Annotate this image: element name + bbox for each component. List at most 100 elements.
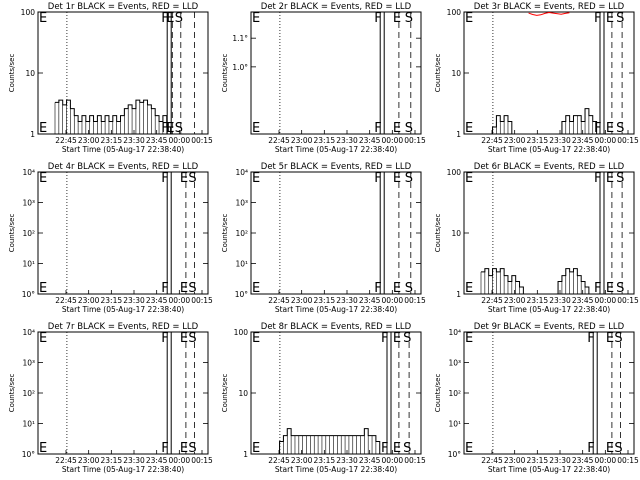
x-tick-label: 00:15 [617, 456, 639, 465]
x-tick-label: 00:15 [191, 456, 213, 465]
x-tick-label: 23:00 [78, 456, 100, 465]
y-tick-label: 100 [234, 328, 249, 337]
x-tick-label: 00:00 [382, 456, 404, 465]
x-axis-label: Start Time (05-Aug-17 22:38:40) [488, 305, 610, 314]
events-series [268, 428, 384, 455]
events-series [481, 268, 597, 295]
y-tick-label: 1 [30, 130, 35, 139]
y-tick-label: 10³ [235, 199, 248, 208]
marker-label: S [175, 121, 183, 136]
y-tick-label: 10² [235, 229, 248, 238]
marker-label: E [606, 441, 614, 456]
marker-label: E [606, 11, 614, 26]
marker-label: F [161, 121, 168, 136]
y-axis-label: Counts/sec [221, 214, 229, 253]
marker-label: E [393, 121, 401, 136]
y-axis-label: Counts/sec [8, 54, 16, 93]
marker-label: F [587, 441, 594, 456]
marker-label: S [616, 281, 624, 296]
x-axis-label: Start Time (05-Aug-17 22:38:40) [275, 305, 397, 314]
panel-title: Det 9r BLACK = Events, RED = LLD [474, 322, 625, 332]
x-tick-label: 22:45 [481, 296, 503, 305]
corner-marker: E [252, 121, 260, 136]
x-tick-label: 23:00 [504, 456, 526, 465]
marker-label: S [188, 171, 196, 186]
x-tick-label: 23:30 [336, 456, 358, 465]
y-tick-label: 1 [243, 450, 248, 459]
x-axis-label: Start Time (05-Aug-17 22:38:40) [488, 145, 610, 154]
x-tick-label: 23:30 [336, 136, 358, 145]
x-axis-label: Start Time (05-Aug-17 22:38:40) [488, 465, 610, 474]
corner-marker: E [465, 171, 473, 186]
marker-label: S [175, 11, 183, 26]
marker-label: E [393, 331, 401, 346]
x-tick-label: 22:45 [55, 136, 77, 145]
y-tick-label: 10⁴ [22, 328, 35, 337]
x-tick-label: 00:00 [382, 136, 404, 145]
y-tick-label: 10° [22, 290, 36, 299]
x-tick-label: 23:45 [572, 136, 594, 145]
y-axis-label: Counts/sec [221, 374, 229, 413]
x-tick-label: 22:45 [55, 296, 77, 305]
x-tick-label: 22:45 [268, 456, 290, 465]
corner-marker: E [39, 331, 47, 346]
marker-label: E [393, 281, 401, 296]
y-tick-label: 10³ [448, 359, 461, 368]
x-tick-label: 00:00 [595, 296, 617, 305]
marker-label: S [403, 441, 411, 456]
plot-frame [463, 11, 635, 135]
detector-panel-6: Det 6r BLACK = Events, RED = LLD 1 10 100 Co… [434, 162, 639, 314]
marker-label: F [161, 441, 168, 456]
x-tick-label: 22:45 [55, 456, 77, 465]
marker-label: F [594, 11, 601, 26]
marker-label: S [188, 441, 196, 456]
y-tick-label: 10 [25, 69, 35, 78]
x-axis-label: Start Time (05-Aug-17 22:38:40) [62, 305, 184, 314]
corner-marker: E [252, 281, 260, 296]
detector-panel-4: Det 4r BLACK = Events, RED = LLD 10° 10¹ 10… [8, 162, 213, 314]
y-tick-label: 1 [456, 130, 461, 139]
x-tick-label: 23:00 [291, 456, 313, 465]
x-tick-label: 00:00 [169, 296, 191, 305]
corner-marker: E [252, 441, 260, 456]
x-tick-label: 23:15 [527, 296, 549, 305]
events-series [481, 108, 598, 135]
x-tick-label: 23:45 [359, 456, 381, 465]
x-tick-label: 22:45 [268, 136, 290, 145]
x-tick-label: 00:15 [617, 136, 639, 145]
marker-label: S [614, 441, 622, 456]
y-axis-label: Counts/sec [434, 214, 442, 253]
marker-label: S [403, 331, 411, 346]
corner-marker: E [465, 331, 473, 346]
marker-label: S [405, 11, 413, 26]
x-tick-label: 23:30 [549, 136, 571, 145]
y-tick-label: 10⁴ [448, 328, 461, 337]
marker-label: S [614, 331, 622, 346]
detector-panel-7: Det 7r BLACK = Events, RED = LLD 10° 10¹ 10… [8, 322, 213, 474]
marker-label: S [405, 121, 413, 136]
corner-marker: E [465, 11, 473, 26]
marker-label: F [594, 281, 601, 296]
marker-label: F [374, 281, 381, 296]
y-tick-label: 100 [21, 8, 36, 17]
detector-panel-1: Det 1r BLACK = Events, RED = LLD 1 10 100 Co… [8, 2, 213, 154]
marker-label: E [393, 171, 401, 186]
corner-marker: E [465, 121, 473, 136]
x-tick-label: 00:15 [404, 296, 426, 305]
y-tick-label: 10¹ [22, 260, 35, 269]
plot-frame [250, 11, 422, 135]
y-tick-label: 1 [456, 290, 461, 299]
x-tick-label: 23:15 [527, 456, 549, 465]
detector-panel-3: Det 3r BLACK = Events, RED = LLD 1 10 100 Co… [434, 2, 639, 154]
marker-label: S [616, 11, 624, 26]
panel-title: Det 5r BLACK = Events, RED = LLD [261, 162, 412, 172]
corner-marker: E [465, 441, 473, 456]
corner-marker: E [465, 281, 473, 296]
marker-label: S [405, 171, 413, 186]
y-tick-label: 10³ [22, 199, 35, 208]
y-tick-label: 1.0° [232, 63, 248, 72]
marker-label: F [381, 331, 388, 346]
x-tick-label: 23:45 [146, 296, 168, 305]
x-tick-label: 23:30 [549, 456, 571, 465]
